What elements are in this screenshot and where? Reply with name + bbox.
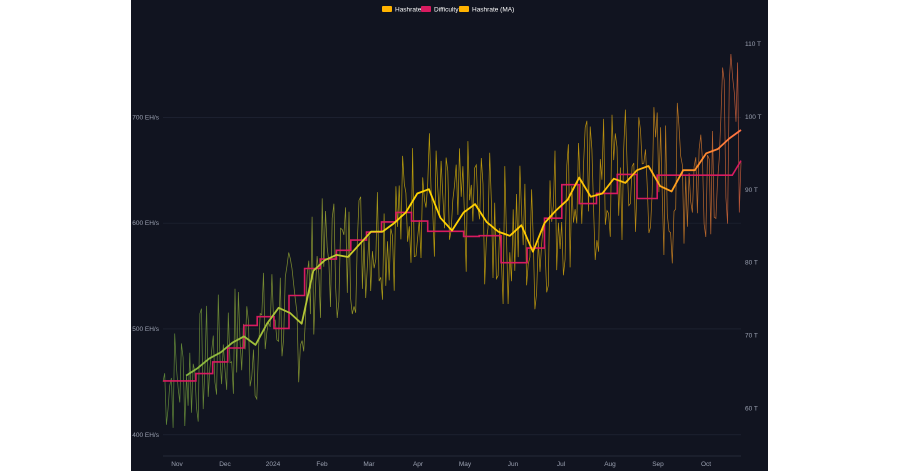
series-layer [163, 129, 742, 382]
legend-label[interactable]: Hashrate [395, 7, 422, 14]
y-right-tick-label: 100 T [745, 114, 762, 121]
hashrate-difficulty-chart: 400 EH/s 500 EH/s 600 EH/s 700 EH/s 60 T 70 T… [132, 6, 762, 468]
y-left-tick-label: 700 EH/s [132, 114, 159, 121]
grid-lines [163, 116, 741, 436]
y-left-tick-label: 500 EH/s [132, 326, 159, 333]
x-tick-label: Jul [557, 461, 566, 468]
hashrate-line [162, 53, 742, 428]
legend-label[interactable]: Difficulty [434, 7, 459, 14]
y-right-tick-label: 90 T [745, 187, 758, 194]
x-tick-label: Nov [171, 461, 183, 468]
chart-panel: 400 EH/s 500 EH/s 600 EH/s 700 EH/s 60 T 70 T… [131, 0, 768, 471]
difficulty-line [163, 160, 742, 382]
hashrate-ma-line [185, 129, 742, 377]
legend-swatch[interactable] [459, 6, 469, 12]
legend-swatch[interactable] [421, 6, 431, 12]
y-right-tick-label: 110 T [745, 41, 761, 48]
y-right-tick-label: 70 T [745, 333, 758, 340]
x-tick-label: May [459, 461, 472, 468]
legend-label[interactable]: Hashrate (MA) [472, 7, 514, 14]
x-tick-label: Feb [316, 461, 328, 468]
hashrate-raw-series [162, 53, 742, 428]
x-tick-label: Jun [508, 461, 519, 468]
x-tick-label: Dec [219, 461, 231, 468]
x-tick-label: Apr [413, 461, 424, 468]
x-tick-label: 2024 [266, 461, 281, 468]
x-tick-label: Aug [604, 461, 616, 468]
axes: 400 EH/s 500 EH/s 600 EH/s 700 EH/s 60 T 70 T… [132, 41, 761, 468]
x-tick-label: Sep [652, 461, 664, 468]
x-tick-label: Mar [363, 461, 375, 468]
y-left-tick-label: 400 EH/s [132, 432, 159, 439]
y-right-tick-label: 60 T [745, 406, 758, 413]
x-tick-label: Oct [701, 461, 711, 468]
y-left-tick-label: 600 EH/s [132, 220, 159, 227]
y-right-tick-label: 80 T [745, 260, 758, 267]
legend[interactable]: Hashrate Difficulty Hashrate (MA) [382, 6, 514, 14]
legend-swatch[interactable] [382, 6, 392, 12]
